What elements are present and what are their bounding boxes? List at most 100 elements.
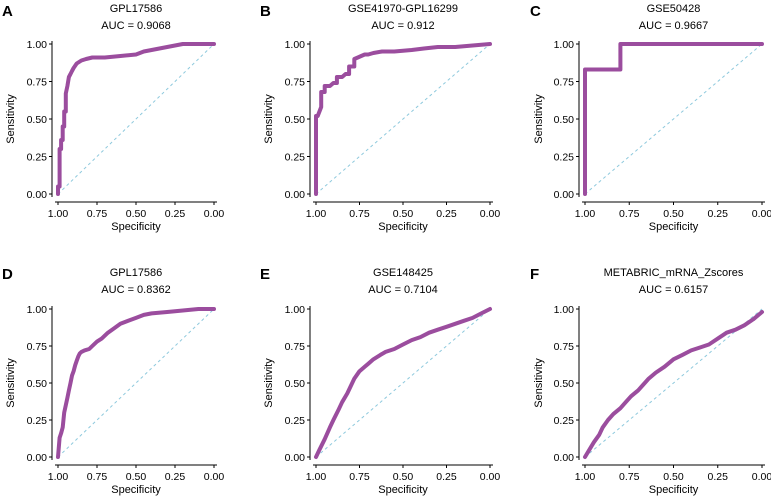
chart-title: GSE148425	[373, 267, 433, 279]
chart-title: GPL17586	[110, 3, 163, 15]
x-tick-label: 0.75	[87, 208, 108, 220]
panel-letter: C	[530, 3, 541, 20]
x-tick-label: 0.75	[619, 471, 640, 483]
auc-label: AUC = 0.9068	[101, 20, 170, 32]
x-tick-label: 1.00	[575, 208, 596, 220]
y-tick-label: 0.25	[27, 152, 48, 164]
reference-diagonal	[584, 43, 763, 195]
roc-curve	[56, 307, 216, 459]
y-tick-label: 0.00	[27, 189, 48, 201]
x-axis-label: Specificity	[649, 484, 699, 496]
y-tick-label: 1.00	[285, 304, 306, 316]
x-tick-label: 0.75	[619, 208, 640, 220]
y-axis-label: Sensitivity	[533, 358, 545, 408]
x-tick-label: 0.00	[752, 208, 771, 220]
y-tick-label: 0.75	[27, 341, 48, 353]
y-tick-label: 0.50	[285, 114, 306, 126]
roc-curve	[583, 42, 764, 196]
x-tick-label: 0.50	[663, 471, 684, 483]
panel-letter: F	[530, 266, 539, 283]
x-tick-label: 0.25	[436, 471, 457, 483]
y-tick-label: 0.75	[554, 341, 575, 353]
y-tick-label: 0.75	[285, 341, 306, 353]
y-tick-label: 1.00	[554, 304, 575, 316]
x-tick-label: 0.50	[126, 208, 147, 220]
y-tick-label: 0.00	[285, 189, 306, 201]
x-tick-label: 0.00	[480, 208, 501, 220]
y-tick-label: 0.00	[285, 452, 306, 464]
x-tick-label: 1.00	[48, 471, 69, 483]
y-tick-label: 0.50	[285, 378, 306, 390]
x-tick-label: 0.75	[349, 208, 370, 220]
x-axis-label: Specificity	[649, 221, 699, 233]
reference-diagonal	[315, 308, 491, 458]
auc-label: AUC = 0.912	[371, 20, 434, 32]
y-axis-label: Sensitivity	[263, 94, 275, 144]
x-axis-label: Specificity	[111, 484, 161, 496]
y-tick-label: 1.00	[554, 39, 575, 51]
y-axis-label: Sensitivity	[263, 358, 275, 408]
x-tick-label: 0.00	[204, 208, 225, 220]
chart-title: GPL17586	[110, 267, 163, 279]
x-tick-label: 0.75	[87, 471, 108, 483]
y-tick-label: 0.25	[285, 152, 306, 164]
chart-title: GSE41970-GPL16299	[348, 3, 458, 15]
y-tick-label: 0.75	[285, 77, 306, 89]
x-tick-label: 0.25	[708, 471, 729, 483]
x-tick-label: 1.00	[575, 471, 596, 483]
x-tick-label: 0.25	[165, 471, 186, 483]
panel-letter: B	[260, 3, 271, 20]
x-tick-label: 0.25	[708, 208, 729, 220]
chart-title: METABRIC_mRNA_Zscores	[604, 267, 744, 279]
roc-panel-e: E GSE148425 AUC = 0.7104 1.00 0.75 0.50 0.25 0.…	[260, 266, 500, 496]
roc-curve	[314, 307, 492, 459]
reference-diagonal	[57, 308, 215, 458]
y-axis-label: Sensitivity	[533, 94, 545, 144]
auc-label: AUC = 0.6157	[639, 284, 708, 296]
reference-diagonal	[315, 43, 491, 195]
y-tick-label: 0.00	[554, 452, 575, 464]
x-tick-label: 0.00	[204, 471, 225, 483]
roc-panel-d: D GPL17586 AUC = 0.8362 1.00 0.75 0.50 0.25 0.0…	[2, 266, 224, 496]
x-tick-label: 0.00	[480, 471, 501, 483]
x-tick-label: 0.25	[165, 208, 186, 220]
panel-letter: A	[2, 3, 13, 20]
x-tick-label: 1.00	[306, 208, 327, 220]
x-axis-label: Specificity	[111, 221, 161, 233]
x-tick-label: 0.50	[663, 208, 684, 220]
y-tick-label: 0.50	[27, 114, 48, 126]
x-axis-label: Specificity	[378, 484, 428, 496]
x-tick-label: 0.00	[752, 471, 771, 483]
x-tick-label: 0.75	[349, 471, 370, 483]
x-tick-label: 1.00	[306, 471, 327, 483]
y-tick-label: 1.00	[285, 39, 306, 51]
roc-curve	[56, 42, 216, 196]
x-axis-label: Specificity	[378, 221, 428, 233]
reference-diagonal	[57, 43, 215, 195]
y-tick-label: 0.25	[554, 152, 575, 164]
reference-diagonal	[584, 308, 763, 458]
y-tick-label: 0.75	[27, 77, 48, 89]
y-axis-label: Sensitivity	[5, 358, 17, 408]
auc-label: AUC = 0.8362	[101, 284, 170, 296]
panel-letter: E	[260, 266, 270, 283]
y-tick-label: 0.25	[554, 415, 575, 427]
y-tick-label: 1.00	[27, 39, 48, 51]
y-tick-label: 0.00	[27, 452, 48, 464]
y-axis-label: Sensitivity	[5, 94, 17, 144]
x-tick-label: 0.50	[393, 471, 414, 483]
y-tick-label: 0.25	[27, 415, 48, 427]
y-tick-label: 0.00	[554, 189, 575, 201]
y-tick-label: 1.00	[27, 304, 48, 316]
x-tick-label: 0.25	[436, 208, 457, 220]
chart-title: GSE50428	[647, 3, 701, 15]
roc-panel-b: B GSE41970-GPL16299 AUC = 0.912 1.00 0.75 0.5…	[260, 3, 500, 233]
roc-panel-a: A GPL17586 AUC = 0.9068 1.00 0.75 0.50 0.25 0.0…	[2, 3, 224, 233]
roc-curve	[583, 310, 764, 459]
y-tick-label: 0.50	[554, 378, 575, 390]
auc-label: AUC = 0.9667	[639, 20, 708, 32]
y-tick-label: 0.50	[27, 378, 48, 390]
roc-curve	[314, 42, 492, 196]
